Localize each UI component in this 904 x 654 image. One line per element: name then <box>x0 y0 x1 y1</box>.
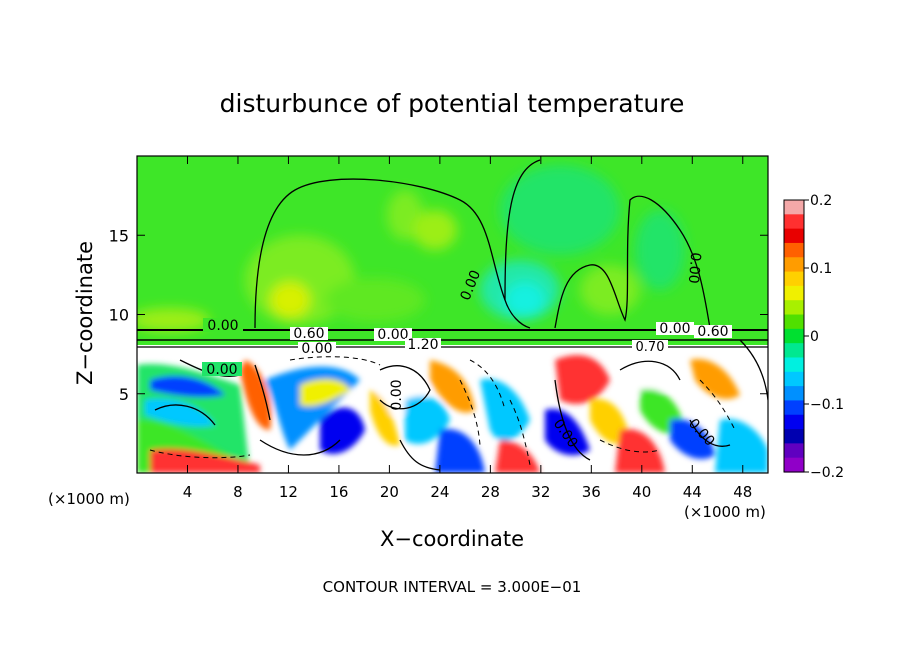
svg-text:1.20: 1.20 <box>407 337 438 353</box>
x-tick-label: 32 <box>531 483 550 501</box>
x-tick-label: 4 <box>183 483 193 501</box>
contour-labels: 0.00 0.00 0.60 0.00 0.00 1.20 0.00 0.00 … <box>202 252 732 451</box>
colorbar-ticks: 0.2 0.1 0 −0.1 −0.2 <box>804 193 844 481</box>
contour-label: 0.60 <box>694 324 732 340</box>
y-axis-label: Z−coordinate <box>73 241 97 385</box>
colorbar-swatch <box>784 214 804 230</box>
upper-field <box>137 165 685 332</box>
colorbar-swatch <box>784 457 804 473</box>
colorbar-swatch <box>784 371 804 387</box>
chart-title: disturbunce of potential temperature <box>220 89 685 118</box>
contour-interval-note: CONTOUR INTERVAL = 3.000E−01 <box>323 578 582 596</box>
contour-label: 0.00 <box>202 362 242 378</box>
x-tick-label: 8 <box>233 483 243 501</box>
y-tick-label: 15 <box>109 226 129 245</box>
colorbar-swatch <box>784 242 804 258</box>
colorbar-tick-label: −0.1 <box>810 397 844 413</box>
svg-text:0.00: 0.00 <box>389 379 405 410</box>
x-tick-label: 40 <box>632 483 651 501</box>
y-tick-label: 5 <box>119 385 129 404</box>
lower-field <box>137 355 768 473</box>
x-unit-right: (×1000 m) <box>684 503 766 521</box>
colorbar-swatch <box>784 257 804 273</box>
contour-label: 0.60 <box>290 326 328 342</box>
contour-label: 0.70 <box>632 340 668 355</box>
svg-text:0.60: 0.60 <box>293 326 324 342</box>
svg-text:0.00: 0.00 <box>207 318 238 334</box>
svg-text:0.00: 0.00 <box>377 327 408 343</box>
svg-text:0.00: 0.00 <box>206 362 237 378</box>
colorbar-tick-label: −0.2 <box>810 465 844 481</box>
colorbar-swatch <box>784 271 804 287</box>
colorbar-swatch <box>784 357 804 373</box>
x-tick-label: 24 <box>430 483 449 501</box>
colorbar-tick-label: 0.2 <box>810 193 832 209</box>
x-tick-label: 12 <box>279 483 298 501</box>
colorbar-swatch <box>784 314 804 330</box>
svg-text:0.60: 0.60 <box>697 324 728 340</box>
x-axis-label: X−coordinate <box>380 527 524 551</box>
y-axis-ticks: 5 10 15 <box>109 226 768 404</box>
dashed-contours <box>149 356 736 466</box>
plot-area: 0.00 0.00 0.60 0.00 0.00 1.20 0.00 0.00 … <box>137 156 768 473</box>
x-tick-label: 16 <box>329 483 348 501</box>
svg-text:0.00: 0.00 <box>659 321 690 337</box>
x-unit-left: (×1000 m) <box>48 490 130 508</box>
x-tick-label: 36 <box>582 483 601 501</box>
colorbar-swatch <box>784 414 804 430</box>
colorbar-swatch <box>784 400 804 416</box>
contour-label: 0.00 <box>685 252 704 284</box>
y-tick-label: 10 <box>109 306 129 325</box>
x-tick-label: 48 <box>733 483 752 501</box>
contour-label: 0.00 <box>656 321 694 337</box>
colorbar-swatch <box>784 386 804 402</box>
colorbar-swatch <box>784 285 804 301</box>
contour-label: 0.00 <box>203 318 243 334</box>
contour-label: 0.00 <box>374 327 412 343</box>
colorbar-swatch <box>784 228 804 244</box>
contour-label: 0.00 <box>298 341 336 357</box>
svg-text:0.70: 0.70 <box>636 340 665 355</box>
colorbar-swatch <box>784 328 804 344</box>
colorbar <box>784 200 804 473</box>
x-axis-ticks: 4 8 12 16 20 24 28 32 36 40 44 48 <box>183 156 752 501</box>
x-tick-label: 44 <box>683 483 702 501</box>
colorbar-swatch <box>784 343 804 359</box>
svg-text:0.00: 0.00 <box>301 341 332 357</box>
colorbar-swatch <box>784 300 804 316</box>
contour-label: 1.20 <box>405 337 441 353</box>
colorbar-swatch <box>784 443 804 459</box>
colorbar-tick-label: 0.1 <box>810 261 832 277</box>
colorbar-tick-label: 0 <box>810 329 819 345</box>
x-tick-label: 28 <box>481 483 500 501</box>
svg-text:0.00: 0.00 <box>685 252 704 284</box>
contour-label: 0.00 <box>389 379 405 410</box>
colorbar-swatch <box>784 200 804 215</box>
x-tick-label: 20 <box>380 483 399 501</box>
colorbar-swatch <box>784 429 804 444</box>
